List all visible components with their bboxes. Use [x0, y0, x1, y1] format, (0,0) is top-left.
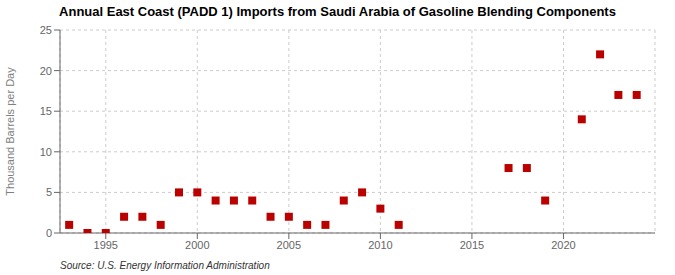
svg-text:2010: 2010	[368, 239, 392, 251]
svg-text:25: 25	[40, 24, 52, 36]
svg-text:20: 20	[40, 65, 52, 77]
svg-text:10: 10	[40, 146, 52, 158]
svg-text:2015: 2015	[460, 239, 484, 251]
svg-text:2000: 2000	[185, 239, 209, 251]
svg-text:0: 0	[46, 227, 52, 239]
svg-text:1995: 1995	[94, 239, 118, 251]
svg-text:5: 5	[46, 186, 52, 198]
svg-text:15: 15	[40, 105, 52, 117]
html-text:Source: U.S. Energy Informatio: Source: U.S. Energy Information Administ…	[60, 260, 270, 271]
svg-text:Thousand Barrels per Day: Thousand Barrels per Day	[8, 67, 16, 196]
svg-text:2020: 2020	[551, 239, 575, 251]
svg-text:2005: 2005	[277, 239, 301, 251]
html-text:Annual East Coast (PADD 1) Imp: Annual East Coast (PADD 1) Imports from …	[59, 4, 616, 19]
